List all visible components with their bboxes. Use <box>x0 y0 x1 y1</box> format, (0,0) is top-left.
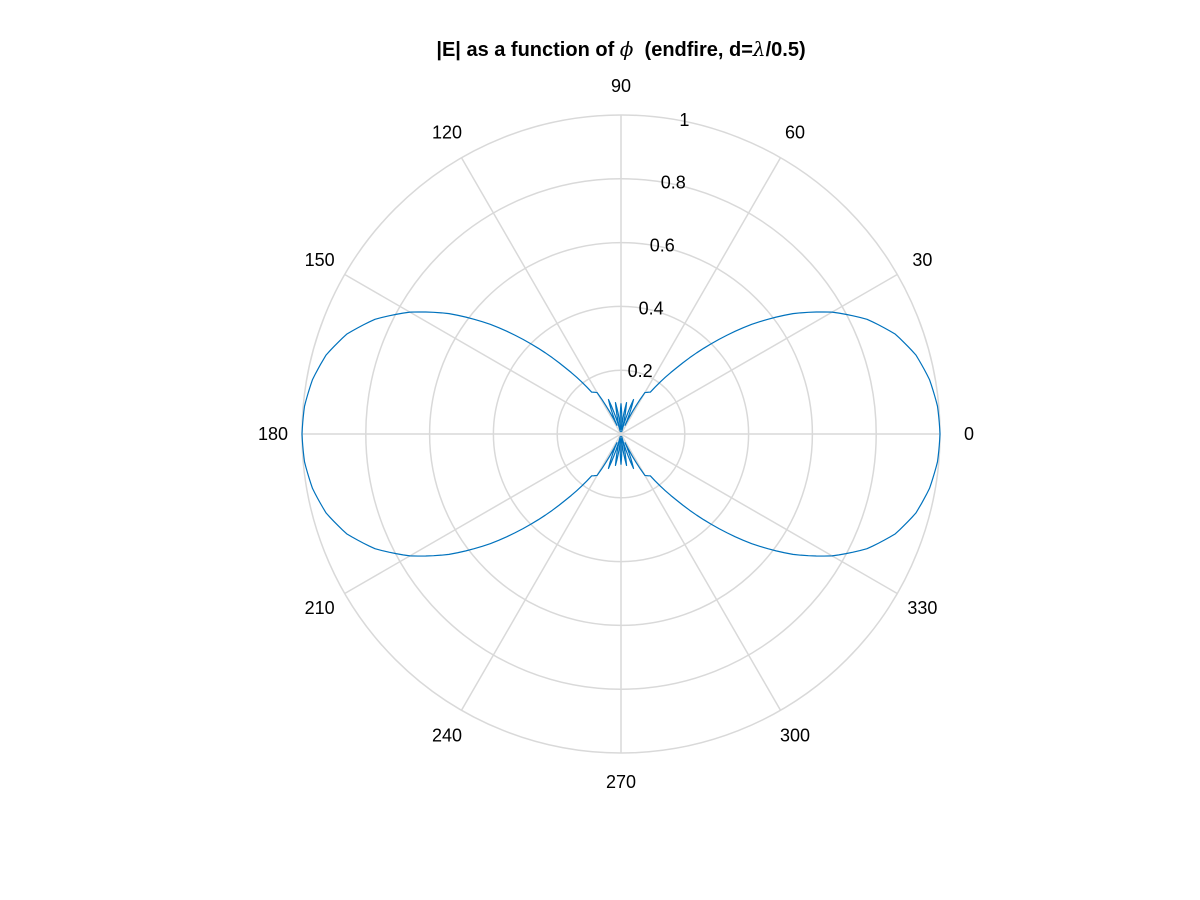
theta-tick-label: 270 <box>606 772 636 792</box>
theta-tick-label: 30 <box>912 250 932 270</box>
theta-tick-label: 300 <box>780 725 810 745</box>
theta-tick-label: 150 <box>305 250 335 270</box>
r-tick-label: 0.8 <box>661 173 686 193</box>
theta-tick-label: 180 <box>258 424 288 444</box>
spoke-240 <box>460 433 622 711</box>
title-suffix: /0.5) <box>766 39 806 61</box>
spoke-120 <box>460 157 622 435</box>
r-tick-label: 0.2 <box>628 361 653 381</box>
title-middle: (endfire, d= <box>633 39 752 61</box>
tick-labels: 0.2 0.4 0.6 0.8 1 0 30 60 90 120 150 180 210 240 270 30… <box>258 76 974 792</box>
title-prefix: |E| as a function of <box>436 39 619 61</box>
grid-circle-0.6 <box>428 241 814 627</box>
theta-tick-label: 60 <box>785 123 805 143</box>
r-tick-label: 1 <box>679 110 689 130</box>
spoke-210 <box>344 433 622 595</box>
r-tick-label: 0.4 <box>639 298 664 318</box>
title-lambda-symbol: λ <box>752 37 766 61</box>
grid-circle-0.2 <box>556 369 686 499</box>
spoke-330 <box>620 433 898 595</box>
theta-tick-label: 330 <box>907 598 937 618</box>
series-line <box>301 311 941 557</box>
polar-grid <box>301 114 941 754</box>
theta-tick-label: 90 <box>611 76 631 96</box>
theta-tick-label: 120 <box>432 123 462 143</box>
spoke-30 <box>620 273 898 435</box>
series-layer <box>301 311 941 557</box>
spoke-150 <box>344 273 622 435</box>
grid-circle-0.4 <box>492 305 750 563</box>
theta-tick-label: 210 <box>305 598 335 618</box>
r-tick-label: 0.6 <box>650 236 675 256</box>
theta-tick-label: 0 <box>964 424 974 444</box>
theta-tick-label: 240 <box>432 725 462 745</box>
spoke-60 <box>620 157 782 435</box>
chart-title: |E| as a function of ϕ (endfire, d=λ/0.5… <box>436 37 805 61</box>
title-phi-symbol: ϕ <box>620 37 634 61</box>
grid-circle-0.8 <box>365 178 877 690</box>
spoke-300 <box>620 433 782 711</box>
